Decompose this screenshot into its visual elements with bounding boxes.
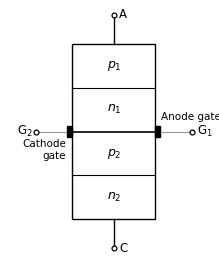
Text: Anode gate: Anode gate <box>161 112 219 122</box>
Text: $p_1$: $p_1$ <box>106 59 121 73</box>
Text: C: C <box>119 242 128 255</box>
Text: G$_1$: G$_1$ <box>197 124 212 139</box>
Text: $p_2$: $p_2$ <box>107 147 121 160</box>
Text: A: A <box>119 8 127 21</box>
Bar <box>155 126 160 137</box>
Text: G$_2$: G$_2$ <box>16 124 32 139</box>
Text: $n_2$: $n_2$ <box>107 191 121 204</box>
Bar <box>67 126 72 137</box>
Bar <box>72 44 155 219</box>
Text: Cathode
gate: Cathode gate <box>23 139 66 161</box>
Text: $n_1$: $n_1$ <box>107 103 121 116</box>
